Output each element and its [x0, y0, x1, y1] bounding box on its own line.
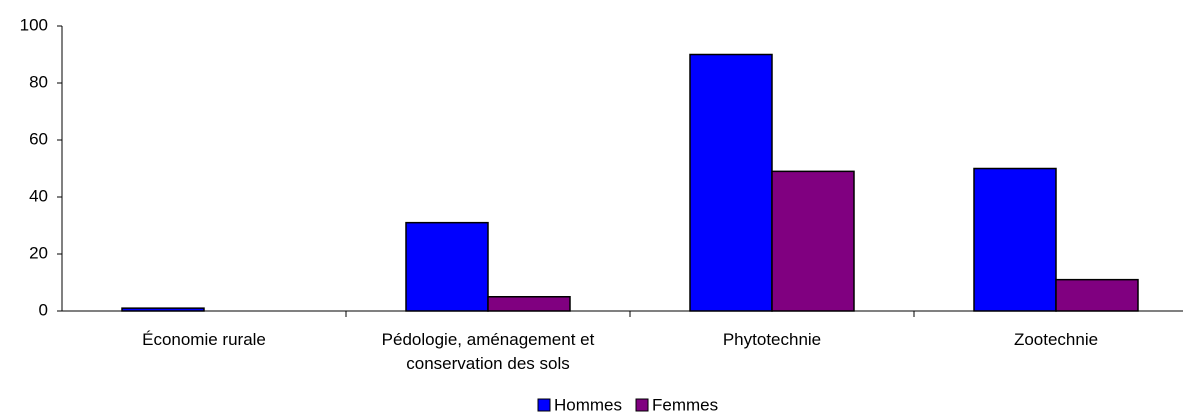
x-tick-label: Phytotechnie [722, 330, 822, 349]
bar [689, 53, 773, 312]
bar [487, 296, 571, 312]
y-tick-label: 100 [20, 15, 48, 34]
y-tick-label: 40 [29, 186, 48, 205]
bar [1055, 278, 1139, 312]
bar [405, 221, 489, 312]
bar [973, 167, 1057, 312]
x-tick-label: Zootechnie [1013, 330, 1099, 349]
legend-swatch [635, 398, 649, 412]
x-tick-label: Pédologie, aménagement et conservation d… [381, 330, 595, 373]
y-tick-label: 0 [39, 300, 48, 319]
y-tick-label: 80 [29, 72, 48, 91]
y-tick-label: 60 [29, 129, 48, 148]
bar [121, 307, 205, 312]
legend-label: Hommes [554, 395, 622, 414]
legend-label: Femmes [652, 395, 718, 414]
bar [771, 170, 855, 312]
x-tick-label: Économie rurale [142, 330, 266, 349]
y-tick-label: 20 [29, 243, 48, 262]
legend-swatch [537, 398, 551, 412]
